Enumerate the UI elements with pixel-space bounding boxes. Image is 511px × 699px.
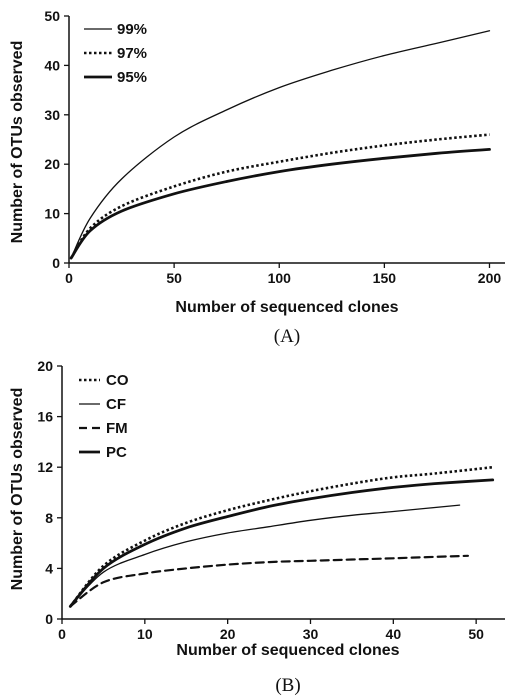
x-tick-label: 20 (220, 626, 236, 642)
data-lines (69, 30, 491, 260)
x-tick-label: 50 (468, 626, 484, 642)
y-tick-label: 50 (44, 8, 60, 24)
x-tick-label: 10 (137, 626, 153, 642)
y-axis-title: Number of OTUs observed (9, 41, 26, 244)
axis-ticks: 0 50 100 150 200 0 10 20 30 40 50 (44, 8, 501, 286)
x-tick-label: 50 (166, 270, 182, 286)
x-tick-label: 100 (268, 270, 292, 286)
y-tick-label: 8 (45, 510, 53, 526)
series-line-95 (69, 148, 491, 260)
y-tick-label: 30 (44, 107, 60, 123)
x-axis-title: Number of sequenced clones (176, 642, 399, 659)
legend-label: 99% (117, 21, 147, 38)
legend: CO CF FM PC (79, 372, 129, 461)
y-tick-label: 40 (44, 57, 60, 73)
y-tick-label: 12 (37, 459, 53, 475)
panel-label-b: (B) (275, 675, 300, 696)
legend-label: CO (106, 372, 129, 389)
y-tick-label: 20 (37, 358, 53, 374)
panel-label-a: (A) (274, 326, 300, 347)
y-tick-label: 0 (45, 611, 53, 627)
x-tick-label: 30 (303, 626, 319, 642)
y-tick-label: 4 (45, 560, 53, 576)
x-tick-label: 200 (478, 270, 502, 286)
x-tick-label: 0 (65, 270, 73, 286)
legend-label: 97% (117, 45, 147, 62)
y-axis-title: Number of OTUs observed (9, 388, 26, 591)
x-tick-label: 40 (386, 626, 402, 642)
series-line-97 (69, 133, 490, 259)
y-tick-label: 10 (44, 206, 60, 222)
x-axis-title: Number of sequenced clones (175, 299, 398, 316)
chart-panel-a: 0 50 100 150 200 0 10 20 30 40 50 99% 97% 95% Number… (9, 8, 505, 347)
legend: 99% 97% 95% (84, 21, 147, 86)
y-tick-label: 20 (44, 156, 60, 172)
legend-label: PC (106, 444, 127, 461)
series-line-co (69, 465, 493, 608)
y-tick-label: 16 (37, 409, 53, 425)
series-line-fm (69, 554, 469, 608)
series-line-pc (68, 478, 495, 608)
legend-label: 95% (117, 69, 147, 86)
series-line-99 (70, 30, 491, 259)
x-tick-label: 0 (58, 626, 66, 642)
y-tick-label: 0 (52, 255, 60, 271)
x-tick-label: 150 (373, 270, 397, 286)
series-line-cf (69, 504, 461, 608)
data-lines (68, 465, 495, 608)
legend-label: FM (106, 420, 128, 437)
legend-label: CF (106, 396, 126, 413)
axis-ticks: 0 10 20 30 40 50 0 4 8 12 16 20 (37, 358, 484, 642)
chart-panel-b: 0 10 20 30 40 50 0 4 8 12 16 20 CO CF FM PC Number of … (9, 358, 505, 696)
